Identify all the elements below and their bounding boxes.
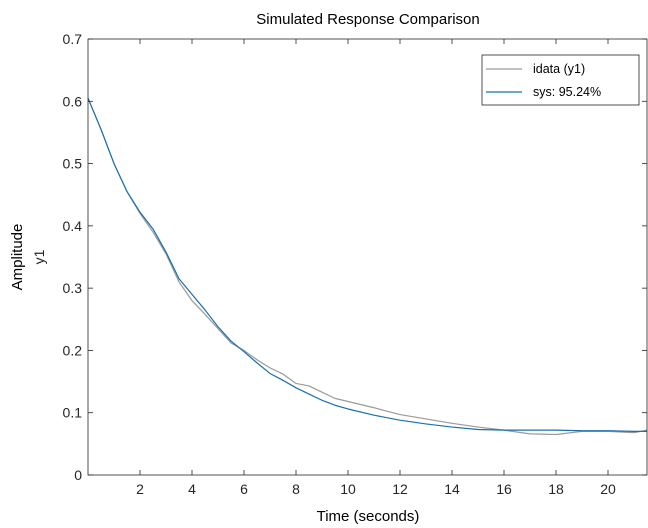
series-layer — [87, 97, 648, 436]
y-tick-label: 0.1 — [63, 405, 83, 421]
legend: idata (y1) sys: 95.24% — [481, 54, 640, 106]
x-tick-label: 2 — [136, 481, 144, 497]
x-tick-label: 10 — [340, 481, 356, 497]
y-tick-label: 0.2 — [63, 342, 83, 358]
series-line-0 — [87, 97, 648, 436]
y-tick-label: 0 — [74, 467, 82, 483]
legend-label-sys: sys: 95.24% — [533, 85, 601, 99]
y-tick-label: 0.6 — [63, 93, 83, 109]
chart-title: Simulated Response Comparison — [256, 11, 479, 28]
x-tick-label: 8 — [292, 481, 300, 497]
x-tick-label: 6 — [240, 481, 248, 497]
x-tick-label: 12 — [392, 481, 408, 497]
legend-box — [481, 54, 640, 106]
plot-area — [88, 39, 647, 475]
plot-frame — [87, 38, 648, 476]
y-tick-label: 0.7 — [63, 31, 83, 47]
y-axis-title: Amplitude — [9, 224, 26, 291]
series-line-1 — [87, 97, 647, 432]
x-tick-label: 20 — [600, 481, 616, 497]
y-tick-label: 0.3 — [63, 280, 83, 296]
x-tick-label: 18 — [548, 481, 564, 497]
x-tick-label: 16 — [496, 481, 512, 497]
output-channel-label: y1 — [31, 249, 47, 264]
tick-layer: 2 4 6 8 10 12 14 16 18 20 0 0.1 0.2 0.3 0.4 0.5 0.6 0.7 — [63, 31, 647, 497]
legend-label-idata: idata (y1) — [533, 62, 585, 76]
x-tick-label: 4 — [188, 481, 196, 497]
x-axis-title: Time (seconds) — [317, 508, 420, 525]
y-tick-label: 0.5 — [63, 156, 83, 172]
y-tick-label: 0.4 — [63, 218, 83, 234]
x-tick-label: 14 — [444, 481, 460, 497]
